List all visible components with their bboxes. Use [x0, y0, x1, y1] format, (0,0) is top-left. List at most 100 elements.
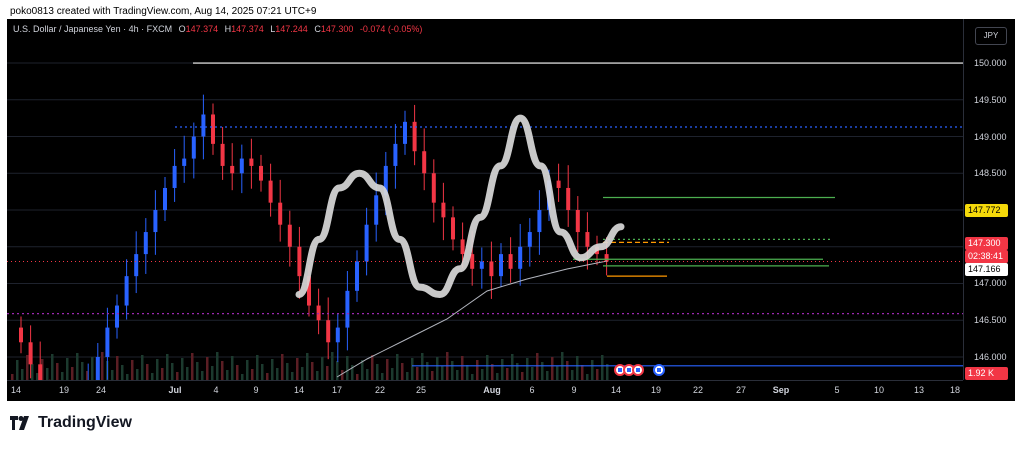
volume-bar — [316, 371, 319, 380]
chart-plot-area[interactable]: U.S. Dollar / Japanese Yen · 4h · FXCM O… — [7, 19, 963, 380]
candle-body — [249, 158, 254, 166]
price-axis[interactable]: 150.000149.500149.000148.500148.000147.5… — [963, 19, 1016, 380]
volume-bar — [111, 370, 114, 380]
volume-bar — [406, 372, 409, 380]
volume-bar — [471, 374, 474, 380]
volume-bar — [511, 354, 514, 380]
price-label-tag: 147.772 — [965, 204, 1008, 217]
candle-body — [383, 165, 388, 196]
candle-body — [38, 364, 43, 380]
volume-bar — [196, 362, 199, 380]
tradingview-brand[interactable]: TradingView — [10, 414, 132, 432]
volume-bar — [121, 365, 124, 380]
volume-bar — [556, 366, 559, 380]
currency-button[interactable]: JPY — [975, 27, 1007, 45]
volume-bar — [66, 358, 69, 380]
candle-body — [403, 121, 407, 144]
volume-bar — [226, 370, 229, 380]
time-tick-label: 9 — [253, 385, 259, 395]
volume-bar — [146, 364, 149, 380]
candle-body — [316, 305, 321, 321]
volume-bar — [466, 365, 469, 380]
price-tick-label: 149.500 — [974, 94, 1007, 105]
volume-bar — [591, 360, 594, 380]
candle-body — [172, 165, 177, 188]
volume-bar — [51, 354, 54, 380]
candle-body — [479, 261, 484, 269]
volume-bar — [306, 353, 309, 380]
volume-bar — [176, 372, 179, 380]
volume-bar — [291, 372, 294, 380]
price-label-tag: 1.92 K — [965, 367, 1008, 380]
time-tick-label: 17 — [331, 385, 343, 395]
volume-bar — [166, 354, 169, 380]
volume-bar — [431, 371, 434, 380]
volume-bar — [251, 369, 254, 380]
candle-body — [537, 210, 542, 233]
volume-bar — [236, 365, 239, 380]
candle-body — [191, 136, 196, 159]
candle-body — [211, 114, 215, 144]
time-axis[interactable]: 14 19 24 Jul 4 9 14 17 22 25 Aug 6 9 14 19 22 27 Sep 5 10 13… — [7, 380, 963, 402]
volume-bar — [541, 362, 544, 380]
candle-body — [345, 290, 350, 328]
candle-body — [143, 232, 148, 255]
candle-body — [412, 121, 417, 152]
volume-bar — [141, 355, 144, 380]
volume-bar — [456, 370, 459, 380]
us-flag-event-icon[interactable] — [632, 364, 644, 376]
candle-body — [374, 195, 379, 225]
volume-bar — [186, 367, 189, 380]
candle-body — [335, 327, 340, 343]
volume-bar — [546, 371, 549, 380]
volume-bar — [11, 374, 14, 380]
candle-body — [604, 254, 609, 262]
volume-bar — [216, 352, 219, 380]
candle-body — [393, 143, 398, 166]
volume-bar — [551, 357, 554, 380]
volume-bar — [386, 359, 389, 380]
chart-frame: U.S. Dollar / Japanese Yen · 4h · FXCM O… — [7, 19, 1015, 401]
high-key: H — [224, 24, 232, 34]
time-tick-label: Jul — [168, 385, 182, 395]
time-tick-label: 5 — [834, 385, 840, 395]
time-tick-label: 19 — [650, 385, 662, 395]
volume-bar — [381, 373, 384, 380]
volume-bar — [461, 356, 464, 380]
symbol-name: U.S. Dollar / Japanese Yen · 4h · FXCM — [13, 24, 173, 34]
candle-body — [95, 356, 100, 380]
volume-bar — [36, 373, 39, 380]
candle-body — [326, 320, 331, 343]
hand-drawn-wave-path — [295, 114, 625, 299]
volume-bar — [221, 361, 224, 380]
volume-bar — [246, 360, 249, 380]
volume-bar — [531, 367, 534, 380]
volume-bar — [136, 369, 139, 380]
candle-body — [230, 165, 235, 174]
price-label-tag: 147.300 — [965, 237, 1008, 250]
volume-bar — [41, 359, 44, 380]
candle-body — [287, 224, 292, 247]
low-value: 147.244 — [275, 24, 308, 34]
time-tick-label: 18 — [949, 385, 961, 395]
candle-body — [28, 342, 33, 365]
moving-average-line — [336, 260, 608, 378]
candle-body — [134, 254, 139, 277]
price-tick-label: 146.500 — [974, 315, 1007, 326]
candle-body — [527, 232, 532, 247]
price-label-tag: 02:38:41 — [965, 250, 1008, 263]
volume-bar — [566, 361, 569, 380]
time-tick-label: 19 — [58, 385, 70, 395]
volume-bar — [296, 358, 299, 380]
chart-canvas[interactable] — [7, 19, 963, 380]
open-key: O — [178, 24, 186, 34]
price-tick-label: 150.000 — [974, 58, 1007, 69]
volume-bar — [16, 360, 19, 380]
candle-body — [19, 327, 23, 343]
us-flag-event-icon[interactable] — [653, 364, 665, 376]
time-tick-label: Sep — [772, 385, 790, 395]
candle-body — [499, 254, 503, 277]
volume-bar — [241, 374, 244, 380]
time-tick-label: 6 — [529, 385, 535, 395]
volume-bar — [276, 368, 279, 380]
